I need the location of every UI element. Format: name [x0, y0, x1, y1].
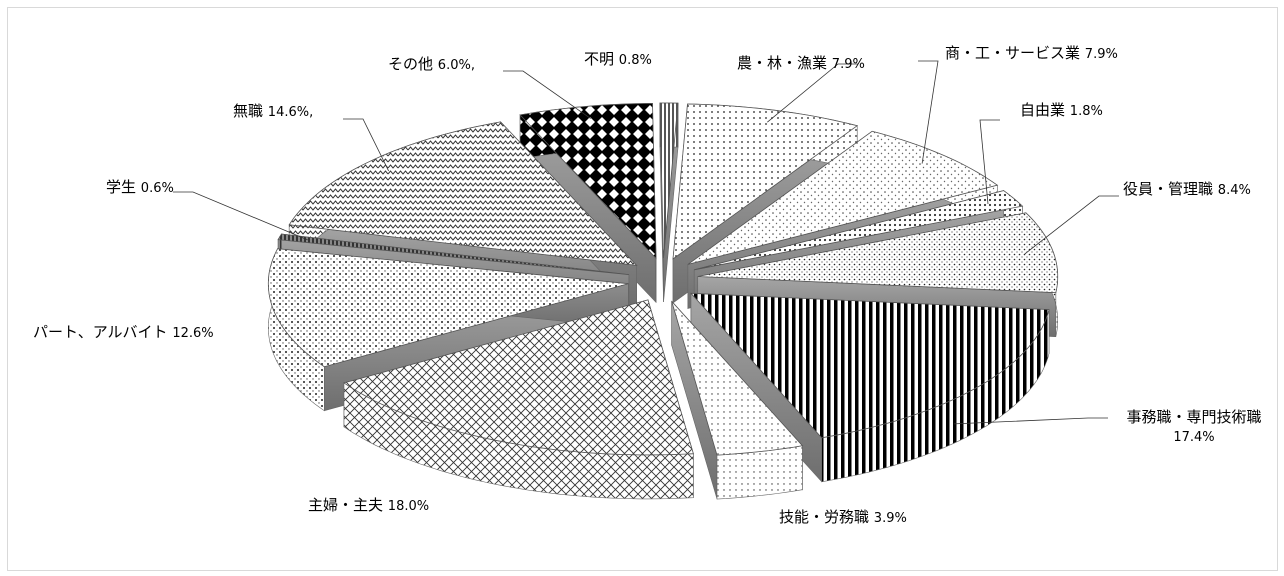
slice-label-percent: 7.9% — [1084, 47, 1118, 62]
pie-slice-7 — [343, 299, 694, 456]
leader-line-9 — [173, 191, 308, 241]
slice-label-text: 商・工・サービス業 — [945, 44, 1081, 62]
slice-label-percent: 3.9% — [873, 511, 907, 526]
pie-slice-11 — [519, 102, 657, 260]
leader-line-2 — [918, 60, 939, 164]
leader-line-4 — [1024, 195, 1119, 255]
leader-lines — [173, 60, 1119, 425]
slice-label-text: 自由業 — [1020, 101, 1066, 119]
slice-label-percent: 14.6%, — [267, 105, 314, 120]
pie-slice-3 — [694, 190, 1024, 271]
slice-label-unemployed: 無職 14.6%, — [233, 102, 313, 122]
leader-line-10 — [343, 118, 389, 172]
slice-label-percent: 8.4% — [1217, 183, 1251, 198]
leader-line-11 — [503, 70, 591, 119]
slice-label-text: 無職 — [233, 102, 264, 120]
slice-label-text: 技能・労務職 — [779, 508, 870, 526]
pie-slice-8 — [267, 248, 629, 368]
slice-label-text: 不明 — [584, 50, 615, 68]
slice-label-text: 農・林・漁業 — [737, 54, 828, 72]
pie-slice-0 — [659, 102, 679, 259]
pie-top-faces — [267, 102, 1059, 456]
slice-label-text: 学生 — [106, 178, 137, 196]
leader-line-1 — [767, 63, 858, 123]
slice-label-unknown: 不明 0.8% — [584, 50, 652, 70]
slice-label-office: 事務職・専門技術職 17.4% — [1114, 408, 1274, 447]
slice-label-executive: 役員・管理職 8.4% — [1123, 180, 1251, 200]
slice-label-text: 役員・管理職 — [1123, 180, 1214, 198]
slice-label-percent: 0.6% — [140, 181, 174, 196]
slice-label-parttime: パート、アルバイト 12.6% — [33, 323, 214, 343]
slice-label-text: 主婦・主夫 — [308, 496, 384, 514]
slice-label-percent: 7.9% — [831, 57, 865, 72]
slice-label-commerce: 商・工・サービス業 7.9% — [945, 44, 1118, 64]
slice-label-labor: 技能・労務職 3.9% — [779, 508, 907, 528]
pie-slice-9 — [277, 233, 629, 275]
slice-label-student: 学生 0.6% — [106, 178, 174, 198]
pie-slice-10 — [288, 121, 638, 266]
slice-label-percent: 17.4% — [1173, 430, 1215, 445]
pie-slice-2 — [687, 130, 999, 265]
pie-slice-1 — [672, 103, 859, 260]
slice-label-percent: 6.0%, — [437, 58, 475, 73]
slice-label-agriculture: 農・林・漁業 7.9% — [737, 54, 865, 74]
pie-slice-5 — [690, 292, 1050, 439]
leader-line-5 — [954, 417, 1108, 425]
leader-line-3 — [979, 119, 1000, 205]
slice-label-homemaker: 主婦・主夫 18.0% — [308, 496, 429, 516]
chart-area: 不明 0.8% 農・林・漁業 7.9% 商・工・サービス業 7.9% 自由業 1… — [7, 7, 1278, 571]
slice-label-other: その他 6.0%, — [388, 55, 475, 75]
slice-label-text: 事務職・専門技術職 — [1126, 408, 1262, 426]
slice-label-text: その他 — [388, 55, 434, 73]
pie-slice-4 — [697, 212, 1059, 294]
slice-label-text: パート、アルバイト — [33, 323, 168, 341]
slice-label-percent: 1.8% — [1069, 104, 1103, 119]
slice-label-percent: 18.0% — [387, 499, 430, 514]
pie-slice-6 — [671, 301, 804, 456]
slice-label-percent: 12.6% — [172, 326, 214, 341]
pie-chart — [173, 60, 1119, 500]
slice-label-percent: 0.8% — [618, 53, 652, 68]
slice-label-freelance: 自由業 1.8% — [1020, 101, 1103, 121]
